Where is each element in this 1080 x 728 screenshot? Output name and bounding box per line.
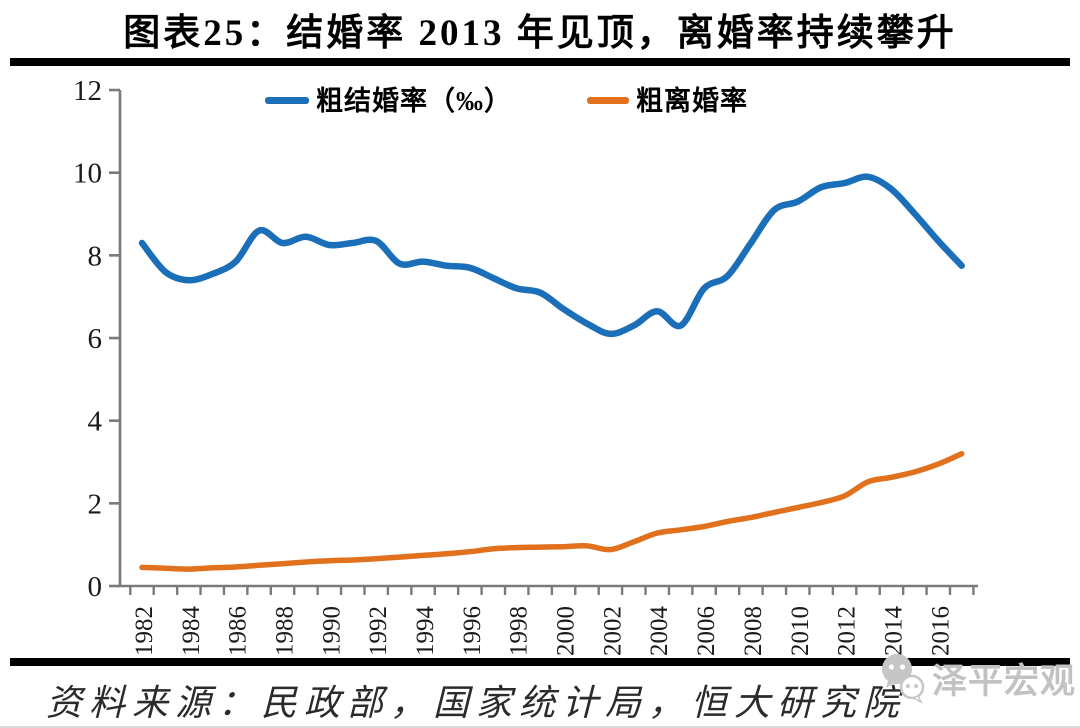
y-tick-label: 8 — [88, 240, 103, 272]
y-tick-label: 12 — [73, 75, 102, 107]
x-tick-label: 1982 — [131, 606, 158, 656]
chart-canvas: 0 2 4 6 8 10 12 1982 1984 1986 1988 1990 1992 1994 199… — [73, 75, 978, 657]
x-tick-label: 1988 — [272, 606, 299, 656]
x-tick-label: 2004 — [646, 606, 673, 657]
x-tick-label: 2002 — [599, 606, 626, 656]
x-tick-label: 1984 — [178, 606, 205, 657]
x-tick-label: 1992 — [365, 606, 392, 656]
x-tick-label: 2010 — [787, 606, 814, 656]
watermark-text: 泽平宏观 — [932, 661, 1077, 701]
watermark-face-icon — [882, 654, 925, 704]
y-tick-label: 6 — [88, 323, 103, 355]
legend-swatch-marriage — [265, 97, 309, 104]
axis-lines — [118, 90, 978, 588]
bottom-edge-line — [0, 726, 1080, 728]
x-tick-label: 2008 — [740, 606, 767, 656]
x-tick-label: 1986 — [225, 606, 252, 656]
legend-swatch-divorce — [587, 97, 629, 104]
x-tick-label: 2006 — [693, 606, 720, 656]
x-tick-label: 1996 — [459, 606, 486, 656]
bottom-rule — [10, 658, 1070, 666]
legend-label-divorce: 粗离婚率 — [636, 85, 748, 116]
y-tick-label: 0 — [88, 571, 103, 603]
marriage-rate-line — [138, 173, 965, 338]
divorce-rate-line — [139, 450, 965, 572]
x-tick-label: 2016 — [927, 606, 954, 656]
x-tick-label: 1994 — [412, 606, 439, 657]
x-tick-label: 2014 — [880, 606, 907, 657]
y-tick-label: 4 — [88, 406, 103, 438]
x-tick-label: 2000 — [553, 606, 580, 656]
y-tick-label: 2 — [88, 488, 103, 520]
x-tick-label: 1990 — [318, 606, 345, 656]
brand-watermark: 泽平宏观 — [876, 646, 1080, 710]
x-tick-label: 2012 — [834, 606, 861, 656]
chart-title: 图表25：结婚率 2013 年见顶，离婚率持续攀升 — [123, 13, 957, 54]
top-rule — [10, 58, 1070, 66]
legend-label-marriage: 粗结婚率（‰） — [316, 85, 512, 116]
y-tick-label: 10 — [73, 158, 102, 190]
x-tick-label: 1998 — [506, 606, 533, 656]
source-note: 资料来源：民政部，国家统计局，恒大研究院 — [46, 683, 907, 723]
